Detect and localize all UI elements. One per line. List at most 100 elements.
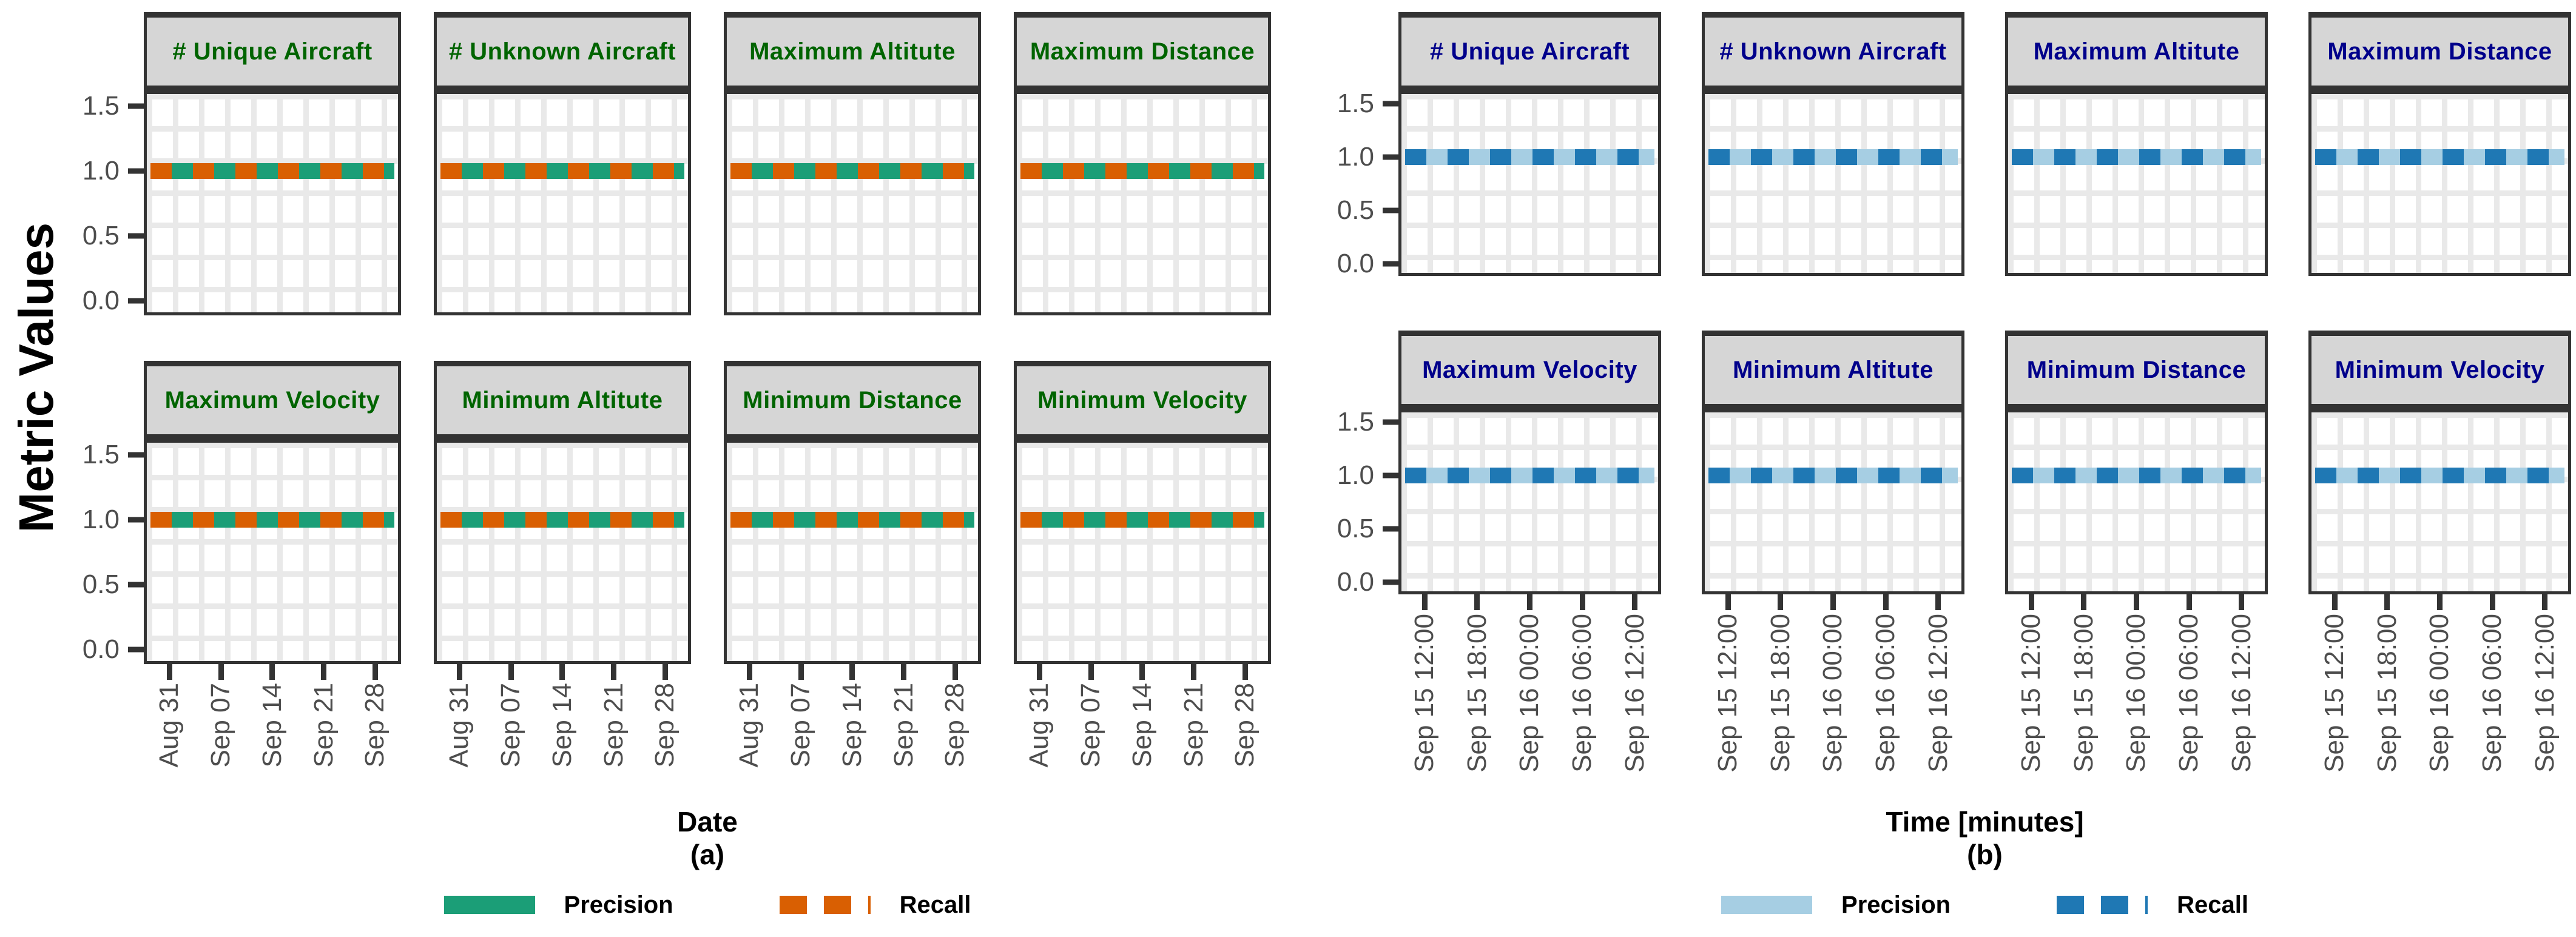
x-tick-label-cell: Sep 16 12:00 — [2518, 614, 2571, 820]
x-tick-label-row: Sep 15 12:00 Sep 15 18:00 Sep 16 00:00 Sep … — [1398, 614, 1661, 820]
x-tick-label-cell: Sep 15 12:00 — [2308, 614, 2361, 820]
x-tick-label-cell: Sep 14 — [537, 683, 588, 804]
facet-title: # Unique Aircraft — [172, 38, 373, 65]
x-tick-label: Sep 14 — [1127, 683, 1157, 768]
facet-panel — [724, 440, 981, 664]
x-tick-label-cell: Sep 16 06:00 — [2163, 614, 2216, 820]
facet-title: Maximum Distance — [2327, 38, 2552, 65]
metric-line — [1708, 149, 1958, 165]
x-tick-label: Aug 31 — [444, 683, 474, 768]
subfigure-caption-text: (a) — [690, 839, 725, 870]
x-tick-label-cell: Sep 21 — [878, 683, 929, 804]
x-tick-mark — [1088, 664, 1094, 680]
y-tick-mark — [1383, 472, 1398, 479]
facet-title: Minimum Altitute — [462, 386, 663, 414]
facet-strip: # Unique Aircraft — [1398, 12, 1661, 91]
facet-strip: Minimum Altitute — [1702, 331, 1964, 409]
x-tick-mark — [2489, 594, 2495, 610]
x-tick-label-cell: Sep 15 18:00 — [2361, 614, 2414, 820]
x-tick-cell — [1065, 664, 1117, 680]
facet-title: Minimum Velocity — [2335, 356, 2545, 383]
x-tick-mark — [849, 664, 855, 680]
x-tick-label: Aug 31 — [734, 683, 764, 768]
y-tick-label: 1.0 — [1288, 460, 1374, 491]
facet-title: Maximum Distance — [1030, 38, 1255, 65]
x-tick-label-cell: Sep 15 18:00 — [2058, 614, 2111, 820]
facet-title: Minimum Velocity — [1037, 386, 1247, 414]
y-tick-label: 1.0 — [0, 156, 120, 186]
x-tick-label-cell: Sep 07 — [775, 683, 827, 804]
facet-title: Maximum Velocity — [164, 386, 380, 414]
y-tick-label-text: 0.0 — [1337, 567, 1374, 597]
x-tick-label: Sep 15 12:00 — [1713, 614, 1743, 773]
y-tick-label: 0.5 — [0, 569, 120, 600]
metric-line — [2012, 149, 2261, 165]
x-tick-mark — [1036, 664, 1042, 680]
x-tick-mark — [1474, 594, 1480, 610]
x-tick-label-cell: Sep 07 — [1065, 683, 1117, 804]
facet-panel — [1398, 409, 1661, 594]
x-tick-label: Sep 15 18:00 — [1462, 614, 1492, 773]
facet-strip: Minimum Altitute — [434, 361, 691, 440]
facet-strip: Minimum Velocity — [1014, 361, 1271, 440]
x-tick-cell — [1451, 594, 1504, 610]
legend: Precision Recall — [144, 887, 1271, 923]
y-tick-label: 1.5 — [1288, 407, 1374, 437]
y-tick-label: 1.5 — [0, 440, 120, 470]
x-tick-mark — [2542, 594, 2548, 610]
facet-panel — [1702, 409, 1964, 594]
x-tick-label-cell: Aug 31 — [434, 683, 485, 804]
x-tick-label: Sep 15 12:00 — [2319, 614, 2350, 773]
x-tick-label: Sep 21 — [598, 683, 629, 768]
facet-strip: Minimum Distance — [724, 361, 981, 440]
x-tick-label-cell: Sep 15 18:00 — [1451, 614, 1504, 820]
x-tick-mark — [1725, 594, 1731, 610]
x-tick-cell — [537, 664, 588, 680]
x-tick-row — [2005, 594, 2268, 610]
x-tick-label-cell: Sep 07 — [195, 683, 247, 804]
y-tick-mark — [1383, 261, 1398, 267]
x-tick-row — [1398, 594, 1661, 610]
x-tick-label: Sep 16 12:00 — [2226, 614, 2256, 773]
y-tick-label-text: 1.5 — [82, 440, 120, 469]
facet-title: Maximum Altitute — [2033, 38, 2240, 65]
y-tick-mark — [1383, 207, 1398, 213]
metric-line — [1405, 149, 1654, 165]
metric-line — [1020, 512, 1264, 528]
x-tick-label: Sep 16 06:00 — [2173, 614, 2203, 773]
y-tick-label: 1.0 — [1288, 142, 1374, 172]
metric-line — [150, 512, 394, 528]
legend-key-precision — [443, 896, 535, 914]
x-tick-label: Sep 16 00:00 — [2121, 614, 2151, 773]
x-tick-row — [724, 664, 981, 680]
x-tick-label: Sep 15 12:00 — [2016, 614, 2046, 773]
x-tick-cell — [639, 664, 691, 680]
facet-panel — [144, 91, 401, 315]
metric-line — [2315, 149, 2564, 165]
x-tick-cell — [2163, 594, 2216, 610]
facet-title: # Unknown Aircraft — [448, 38, 676, 65]
x-tick-label-row: Aug 31 Sep 07 Sep 14 Sep 21 Sep 28 — [434, 683, 691, 804]
x-tick-cell — [247, 664, 298, 680]
legend-label: Precision — [1841, 891, 1951, 918]
x-tick-mark — [1139, 664, 1145, 680]
x-tick-label: Sep 21 — [308, 683, 339, 768]
x-tick-label-cell: Sep 16 12:00 — [1912, 614, 1964, 820]
x-tick-label: Sep 07 — [786, 683, 816, 768]
x-tick-cell — [878, 664, 929, 680]
x-tick-cell — [2215, 594, 2268, 610]
x-tick-label: Sep 16 06:00 — [2477, 614, 2507, 773]
x-tick-mark — [2332, 594, 2338, 610]
y-tick-label-text: 0.5 — [82, 569, 120, 599]
x-tick-label: Sep 14 — [257, 683, 287, 768]
x-axis-title: Time [minutes] — [1398, 805, 2571, 838]
x-tick-label-cell: Sep 28 — [1219, 683, 1271, 804]
y-tick-label-text: 1.5 — [82, 91, 120, 121]
figure-a: Metric Values 1.5 1.0 0.5 0.0 # Unique Aircra… — [0, 12, 1271, 923]
x-tick-cell — [2058, 594, 2111, 610]
facet-strip: Minimum Velocity — [2308, 331, 2571, 409]
x-tick-label-cell: Sep 15 18:00 — [1755, 614, 1807, 820]
facet-panel — [144, 440, 401, 664]
x-tick-mark — [798, 664, 804, 680]
